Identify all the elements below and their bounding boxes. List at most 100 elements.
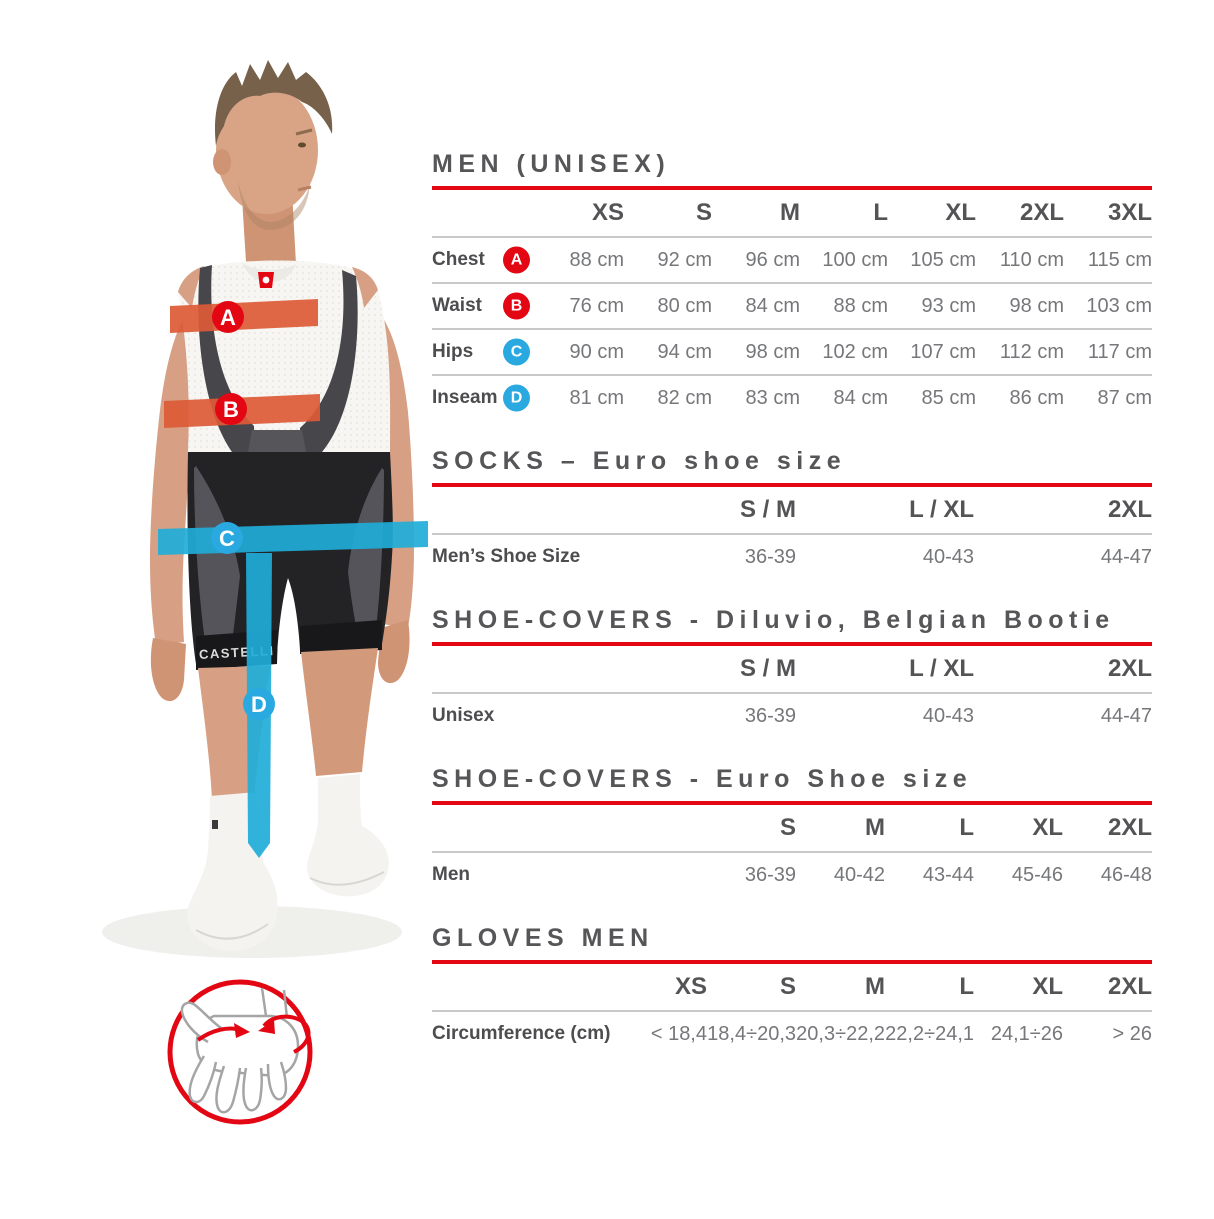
size-value: 107 cm	[888, 328, 976, 375]
figure-head	[213, 60, 333, 230]
size-value: 105 cm	[888, 236, 976, 283]
column-header: 2XL	[1107, 973, 1152, 1000]
size-value: 102 cm	[800, 328, 888, 375]
size-row: Hips C 90 cm 94 cm 98 cm 102 cm 107 cm 112 cm 11…	[432, 328, 1152, 375]
size-value: 44-47	[974, 533, 1152, 579]
size-value: 84 cm	[800, 374, 888, 420]
column-header: XS	[591, 199, 624, 226]
right-shoulder	[352, 267, 378, 308]
red-rule	[432, 642, 1152, 646]
size-tables-panel: MEN (UNISEX) XS S M L XL 2XL 3XL Chest A 88 cm 92 c…	[432, 150, 1152, 1083]
size-table-section: SHOE-COVERS - Euro Shoe size S M L XL 2XL Men 3…	[432, 765, 1152, 897]
svg-text:A: A	[220, 305, 236, 330]
size-row: Chest A 88 cm 92 cm 96 cm 100 cm 105 cm 110 cm 1…	[432, 236, 1152, 283]
size-row: Unisex 36-39 40-43 44-47	[432, 692, 1152, 738]
column-header: 2XL	[1107, 814, 1152, 841]
red-rule	[432, 186, 1152, 190]
column-header: S	[779, 814, 796, 841]
row-label: Men	[432, 851, 707, 897]
badge-inseam-d: D	[243, 688, 275, 720]
column-header-spacer	[432, 964, 618, 1011]
row-label-text: Men	[432, 864, 470, 885]
size-value: 93 cm	[888, 282, 976, 329]
right-leg	[301, 648, 378, 776]
size-row: Waist B 76 cm 80 cm 84 cm 88 cm 93 cm 98 cm 103 …	[432, 282, 1152, 329]
size-value: 96 cm	[712, 236, 800, 283]
column-header: 2XL	[1107, 655, 1152, 682]
size-value: 88 cm	[800, 282, 888, 329]
row-label-text: Men’s Shoe Size	[432, 546, 581, 567]
column-header: L / XL	[909, 496, 974, 523]
size-value: 117 cm	[1064, 328, 1152, 375]
red-rule	[432, 801, 1152, 805]
left-shoulder	[178, 266, 204, 308]
column-header: S / M	[739, 655, 796, 682]
column-header: XS	[674, 973, 707, 1000]
size-value: 40-43	[796, 692, 974, 738]
column-header-row: XS S M L XL 2XL 3XL	[432, 190, 1152, 237]
size-value: 86 cm	[976, 374, 1064, 420]
size-value: 36-39	[618, 533, 796, 579]
leg-band-right	[300, 620, 382, 654]
chest-logo	[258, 272, 274, 288]
column-header: M	[865, 973, 885, 1000]
column-header: L	[959, 814, 974, 841]
size-value: 20,3÷22,2	[796, 1010, 885, 1056]
shorts-side-panel-right	[348, 468, 384, 646]
size-value: 44-47	[974, 692, 1152, 738]
size-value: 112 cm	[976, 328, 1064, 375]
column-header: S	[779, 973, 796, 1000]
size-value: 36-39	[707, 851, 796, 897]
column-header: XL	[945, 199, 976, 226]
row-label-text: Chest	[432, 249, 485, 270]
size-value: > 26	[1063, 1010, 1152, 1056]
size-value: 88 cm	[536, 236, 624, 283]
measure-badge: B	[503, 292, 530, 320]
svg-text:B: B	[223, 397, 239, 422]
section-title: SHOE-COVERS - Diluvio, Belgian Bootie	[432, 606, 1115, 634]
bib-strap-right	[300, 270, 358, 452]
size-value: 110 cm	[976, 236, 1064, 283]
red-rule	[432, 483, 1152, 487]
chest-band	[170, 299, 318, 333]
section-title: SOCKS – Euro shoe size	[432, 447, 847, 475]
section-title: GLOVES MEN	[432, 924, 654, 952]
bib-front-panel	[248, 430, 306, 452]
size-value: 80 cm	[624, 282, 712, 329]
size-table-section: MEN (UNISEX) XS S M L XL 2XL 3XL Chest A 88 cm 92 c…	[432, 150, 1152, 420]
column-header-spacer	[432, 805, 707, 852]
column-header-row: XS S M L XL 2XL	[432, 964, 1152, 1011]
column-header-spacer	[432, 190, 536, 237]
right-hand	[378, 620, 410, 684]
column-header: 3XL	[1107, 199, 1152, 226]
column-header-spacer	[432, 487, 618, 534]
column-header-row: S / M L / XL 2XL	[432, 646, 1152, 693]
size-value: 76 cm	[536, 282, 624, 329]
row-label-text: Waist	[432, 295, 482, 316]
size-value: 43-44	[885, 851, 974, 897]
size-value: < 18,4	[618, 1010, 707, 1056]
row-label: Inseam D	[432, 374, 536, 420]
size-value: 22,2÷24,1	[885, 1010, 974, 1056]
measure-badge: C	[503, 338, 530, 366]
column-header-row: S / M L / XL 2XL	[432, 487, 1152, 534]
row-label-text: Hips	[432, 341, 474, 362]
size-value: 87 cm	[1064, 374, 1152, 420]
size-table-section: GLOVES MEN XS S M L XL 2XL Circumference (cm) < …	[432, 924, 1152, 1056]
size-value: 40-43	[796, 533, 974, 579]
size-table: XS S M L XL 2XL Circumference (cm) < 18,4 18,4÷2…	[432, 964, 1152, 1056]
size-value: 81 cm	[536, 374, 624, 420]
size-value: 103 cm	[1064, 282, 1152, 329]
size-value: 83 cm	[712, 374, 800, 420]
size-value: 92 cm	[624, 236, 712, 283]
size-value: 46-48	[1063, 851, 1152, 897]
row-label-text: Inseam	[432, 387, 498, 408]
row-label: Men’s Shoe Size	[432, 533, 618, 579]
size-row: Men’s Shoe Size 36-39 40-43 44-47	[432, 533, 1152, 579]
hand-circumference-icon	[167, 979, 313, 1125]
size-value: 45-46	[974, 851, 1063, 897]
column-header: S	[695, 199, 712, 226]
svg-text:D: D	[251, 692, 267, 717]
column-header: L	[959, 973, 974, 1000]
size-value: 36-39	[618, 692, 796, 738]
